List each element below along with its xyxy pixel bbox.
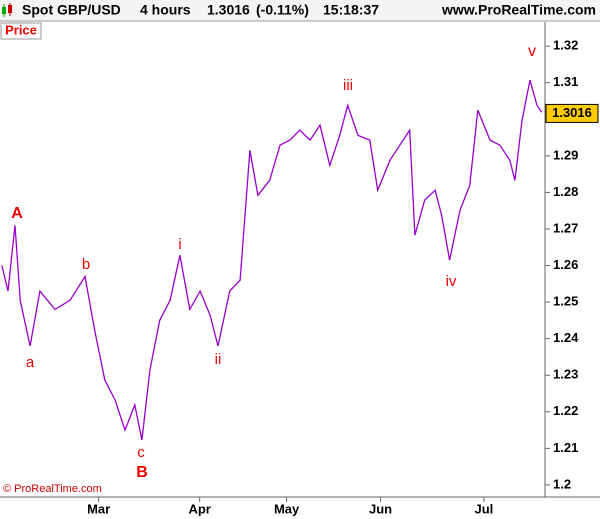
header-title: Spot GBP/USD <box>22 2 121 18</box>
header-price: 1.3016 <box>207 2 250 18</box>
last-value-label: 1.3016 <box>552 105 592 120</box>
wave-label: a <box>26 354 35 371</box>
wave-label: i <box>178 236 181 253</box>
y-tick-label: 1.2 <box>553 476 571 491</box>
header-bar <box>0 0 600 21</box>
wave-label: c <box>137 444 145 461</box>
y-tick-label: 1.27 <box>553 220 578 235</box>
wave-label: b <box>82 256 90 273</box>
wave-label: A <box>11 205 23 222</box>
header-time: 15:18:37 <box>323 2 379 18</box>
price-line <box>1 79 543 441</box>
wave-label: B <box>136 464 148 481</box>
y-tick-label: 1.25 <box>553 294 578 309</box>
x-tick-label: Jul <box>475 501 494 516</box>
y-tick-label: 1.23 <box>553 367 578 382</box>
x-tick-label: Mar <box>87 501 110 516</box>
y-tick-label: 1.22 <box>553 403 578 418</box>
header-site: www.ProRealTime.com <box>441 2 596 18</box>
header-change: (-0.11%) <box>256 2 309 18</box>
y-tick-label: 1.31 <box>553 74 578 89</box>
y-tick-label: 1.29 <box>553 147 578 162</box>
last-value-box <box>545 103 599 123</box>
header-timeframe: 4 hours <box>140 2 191 18</box>
wave-label: ii <box>215 351 222 368</box>
panel-label: Price <box>5 22 37 37</box>
x-tick-label: Jun <box>369 501 392 516</box>
wave-label: v <box>528 43 536 60</box>
x-tick-label: May <box>274 501 300 516</box>
y-tick-label: 1.32 <box>553 38 578 53</box>
wave-label: iii <box>343 77 353 94</box>
y-tick-label: 1.26 <box>553 257 578 272</box>
panel-label-box <box>0 22 42 40</box>
y-tick-label: 1.28 <box>553 184 578 199</box>
copyright: © ProRealTime.com <box>3 483 102 495</box>
y-tick-label: 1.21 <box>553 440 578 455</box>
x-tick-label: Apr <box>188 501 210 516</box>
y-tick-label: 1.24 <box>553 330 579 345</box>
candle-icon <box>2 3 12 17</box>
wave-label: iv <box>446 273 457 290</box>
